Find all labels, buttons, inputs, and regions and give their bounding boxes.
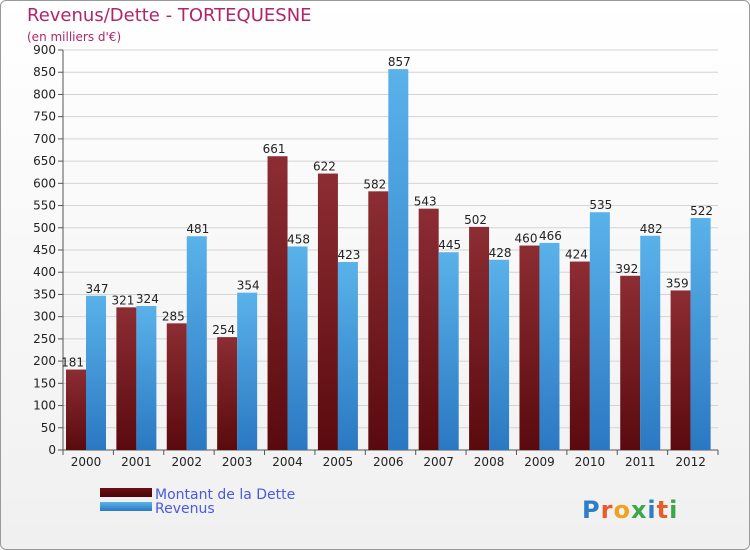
value-label-debt: 392 (615, 262, 638, 276)
bar-revenus (186, 236, 207, 450)
value-label-revenus: 423 (337, 248, 360, 262)
value-label-revenus: 466 (539, 229, 562, 243)
bar-revenus (136, 306, 157, 450)
y-tick-label: 0 (48, 443, 56, 457)
bar-debt (116, 307, 137, 450)
x-tick-label: 2012 (675, 455, 706, 469)
x-tick-label: 2004 (272, 455, 303, 469)
y-tick-label: 100 (33, 399, 56, 413)
y-tick-label: 850 (33, 65, 56, 79)
bar-debt (469, 226, 490, 450)
y-tick-label: 500 (33, 221, 56, 235)
bar-debt (217, 337, 238, 450)
value-label-debt: 543 (414, 195, 437, 209)
x-tick-label: 2002 (171, 455, 202, 469)
legend-label-debt: Montant de la Dette (155, 487, 295, 503)
value-label-revenus: 857 (388, 55, 411, 69)
value-label-debt: 321 (111, 293, 134, 307)
bar-debt (670, 290, 691, 450)
y-tick-label: 600 (33, 176, 56, 190)
y-tick-label: 650 (33, 154, 56, 168)
bar-debt (267, 156, 288, 450)
value-label-debt: 661 (263, 142, 286, 156)
value-label-debt: 582 (363, 177, 386, 191)
x-tick-label: 2011 (625, 455, 656, 469)
bars-layer (66, 69, 711, 451)
bar-revenus (640, 235, 661, 450)
y-tick-label: 400 (33, 265, 56, 279)
y-tick-label: 200 (33, 354, 56, 368)
bar-debt (166, 323, 187, 450)
value-label-debt: 285 (162, 309, 185, 323)
bar-revenus (388, 69, 409, 450)
value-label-debt: 460 (515, 232, 538, 246)
y-tick-label: 450 (33, 243, 56, 257)
bar-debt (620, 275, 641, 450)
bar-revenus (237, 292, 258, 450)
y-tick-label: 800 (33, 87, 56, 101)
x-tick-label: 2009 (524, 455, 555, 469)
y-tick-label: 700 (33, 132, 56, 146)
value-label-revenus: 428 (489, 246, 512, 260)
value-label-revenus: 481 (186, 222, 209, 236)
x-tick-label: 2000 (71, 455, 102, 469)
value-label-debt: 181 (61, 356, 84, 370)
bar-revenus (690, 218, 711, 450)
bar-revenus (287, 246, 308, 450)
bar-revenus (589, 212, 610, 450)
value-label-debt: 502 (464, 213, 487, 227)
y-tick-label: 900 (33, 43, 56, 57)
x-tick-label: 2005 (323, 455, 354, 469)
bar-debt (418, 208, 439, 450)
y-tick-label: 350 (33, 287, 56, 301)
y-tick-label: 550 (33, 199, 56, 213)
value-label-revenus: 535 (589, 198, 612, 212)
value-label-revenus: 482 (640, 222, 663, 236)
bar-debt (569, 261, 590, 450)
bar-revenus (489, 259, 510, 450)
value-label-revenus: 347 (86, 282, 109, 296)
value-label-revenus: 458 (287, 232, 310, 246)
bar-debt (519, 245, 540, 450)
chart-title: Revenus/Dette - TORTEQUESNE (27, 5, 312, 26)
x-tick-label: 2010 (575, 455, 606, 469)
bar-revenus (539, 242, 560, 450)
bar-debt (317, 173, 338, 451)
value-label-debt: 622 (313, 160, 336, 174)
y-ticks-layer: 0 50 100 150 200 250 300 350 400 450 500 550 600 650 7… (33, 43, 63, 457)
value-label-debt: 424 (565, 248, 588, 262)
svg-text:Proxiti: Proxiti (582, 496, 678, 524)
x-tick-label: 2001 (121, 455, 152, 469)
bar-debt (368, 191, 389, 451)
value-label-debt: 254 (212, 323, 235, 337)
y-tick-label: 750 (33, 110, 56, 124)
bar-revenus (438, 252, 459, 450)
y-tick-label: 250 (33, 332, 56, 346)
value-label-debt: 359 (666, 276, 689, 290)
x-tick-label: 2008 (474, 455, 505, 469)
x-tick-label: 2006 (373, 455, 404, 469)
value-label-revenus: 522 (690, 204, 713, 218)
y-tick-label: 50 (41, 421, 56, 435)
x-tick-label: 2007 (423, 455, 454, 469)
proxiti-logo: Proxiti (582, 496, 678, 524)
value-label-revenus: 324 (136, 292, 159, 306)
y-tick-label: 300 (33, 310, 56, 324)
x-tick-label: 2003 (222, 455, 253, 469)
legend-swatch-debt (100, 488, 152, 497)
bar-debt (66, 369, 86, 450)
legend-swatch-revenus (100, 502, 152, 511)
value-label-revenus: 354 (237, 279, 260, 293)
x-ticks-layer: 2000 2001 2002 2003 2004 2005 2006 2007 2008 2009… (62, 450, 719, 469)
bar-revenus (86, 295, 106, 450)
y-tick-label: 150 (33, 376, 56, 390)
chart-subtitle: (en milliers d'€) (27, 30, 121, 44)
legend-label-revenus: Revenus (155, 501, 215, 517)
bar-revenus (337, 262, 358, 450)
value-label-revenus: 445 (438, 238, 461, 252)
